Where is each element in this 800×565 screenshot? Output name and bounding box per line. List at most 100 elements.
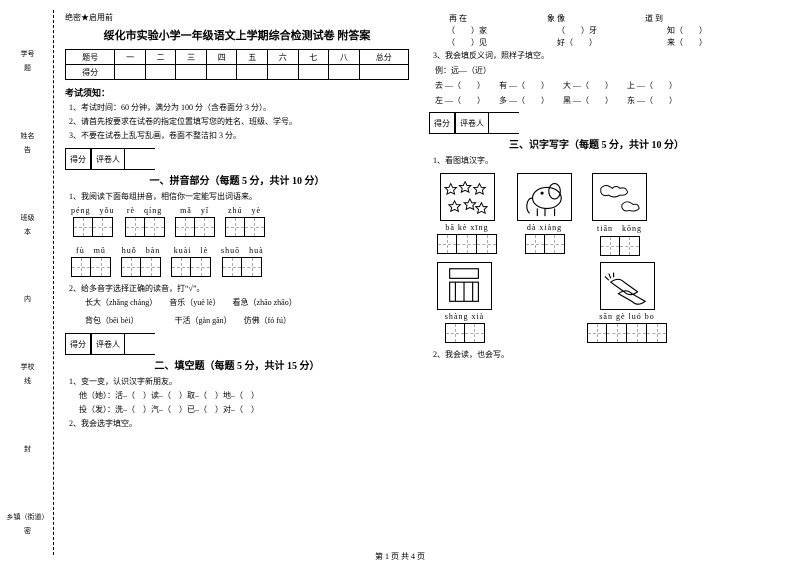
notice-head: 考试须知： [65, 86, 409, 99]
blank: 东 —（ ） [627, 95, 677, 106]
side-group: 学校 线 [21, 362, 35, 386]
elephant-icon [517, 173, 572, 221]
cell: 题号 [66, 50, 115, 65]
side-group: 内 [24, 294, 31, 304]
pinyin-label: kuài lè [174, 245, 209, 256]
image-row: bā kè xīng dà xiàng tiān kōng [437, 173, 773, 256]
score-label: 得分 [65, 334, 91, 354]
side-label: 学校 [21, 362, 35, 372]
side-label: 学号 [21, 49, 35, 59]
side-mark: 线 [24, 376, 31, 386]
cell: 七 [298, 50, 329, 65]
pinyin-row: fù mǔhuǒ bànkuài lèshuō huà [71, 245, 409, 277]
cell: 一 [115, 50, 146, 65]
left-column: 绝密★启用前 绥化市实验小学一年级语文上学期综合检测试卷 附答案 题号 一 二 … [57, 0, 417, 565]
side-label: 班级 [21, 213, 35, 223]
option-line: 背包（bēi bèi） 干活（gàn gān） 仿佛（fó fú） [85, 315, 409, 327]
image-cell: dà xiàng [517, 173, 572, 256]
blank: 多 —（ ） [499, 95, 549, 106]
blank: 去 —（ ） [435, 80, 485, 91]
option-line: 长大（zhǎng cháng） 音乐（yuè lè） 看急（zhāo zhāo） [85, 297, 409, 309]
tianzi-pair [71, 257, 111, 277]
tianzi-pair [222, 257, 262, 277]
question-text: 1、看图填汉字。 [433, 155, 773, 167]
binding-sidebar: 学号 题 姓名 告 班级 本 内 学校 线 封 乡镇（街道） 密 [0, 0, 55, 565]
side-mark: 封 [24, 444, 31, 454]
pinyin-label: fù mǔ [76, 245, 106, 256]
section-title: 二、填空题（每题 5 分，共计 15 分） [65, 357, 409, 372]
reviewer-label: 评卷人 [455, 113, 489, 133]
table-row: 得分 [66, 65, 409, 80]
question-text: 1、我阅读下面每组拼音，相信你一定能写出词语来。 [69, 191, 409, 203]
reviewer-label: 评卷人 [91, 149, 125, 169]
question-text: 2、我会读，也会写。 [433, 349, 773, 361]
cell: 五 [237, 50, 268, 65]
side-group: 乡镇（街道） 密 [7, 512, 49, 536]
pinyin-label: bā kè xīng [445, 223, 488, 232]
blank: 上 —（ ） [627, 80, 677, 91]
score-table: 题号 一 二 三 四 五 六 七 八 总分 得分 [65, 49, 409, 80]
tianzi-group [525, 234, 565, 254]
tianzi-pair [121, 257, 161, 277]
blank: 来（ ） [667, 37, 707, 48]
carrot-icon [600, 262, 655, 310]
tianzi-group [445, 323, 485, 343]
tianzi-pair [171, 257, 211, 277]
fill-row: 去 —（ ） 有 —（ ） 大 —（ ） 上 —（ ） [435, 80, 773, 91]
blank: （ ）牙 [557, 25, 597, 36]
side-mark: 告 [24, 145, 31, 155]
sky-icon [592, 173, 647, 221]
score-box: 得分 评卷人 [429, 112, 519, 134]
blank: （ ）家 [447, 25, 487, 36]
fill-line: 他（她）：活–（ ）读–（ ）取–（ ）地–（ ） [79, 390, 409, 402]
pinyin-cell: fù mǔ [71, 245, 111, 277]
score-box: 得分 评卷人 [65, 333, 155, 355]
notice-line: 3、不要在试卷上乱写乱画，卷面不整洁扣 3 分。 [69, 130, 409, 142]
cell: 六 [267, 50, 298, 65]
page-footer: 第 1 页 共 4 页 [0, 551, 800, 562]
right-column: 再 在 象 像 道 到 （ ）家 （ ）牙 知（ ） （ ）见 好（ ） 来（ … [421, 0, 781, 565]
blank-row: （ ）见 好（ ） 来（ ） [447, 37, 773, 48]
side-group: 封 [24, 444, 31, 454]
tianzi-group [437, 234, 497, 254]
question-text: 2、给多音字选择正确的读音，打“√”。 [69, 283, 409, 295]
pinyin-label: tiān kōng [597, 223, 642, 234]
example-line: 例：远—（近） [435, 65, 773, 76]
pinyin-label: rè qíng [127, 205, 162, 216]
side-mark: 密 [24, 526, 31, 536]
cell: 八 [329, 50, 360, 65]
word-pairs: 再 在 象 像 道 到 [449, 13, 773, 24]
pinyin-cell: rè qíng [125, 205, 165, 237]
fill-row: 左 —（ ） 多 —（ ） 黑 —（ ） 东 —（ ） [435, 95, 773, 106]
blank-row: （ ）家 （ ）牙 知（ ） [447, 25, 773, 36]
pinyin-label: péng yǒu [71, 205, 115, 216]
side-group: 姓名 告 [21, 131, 35, 155]
section-title: 一、拼音部分（每题 5 分，共计 10 分） [65, 172, 409, 187]
pinyin-cell: kuài lè [171, 245, 211, 277]
pinyin-cell: péng yǒu [71, 205, 115, 237]
blank: 知（ ） [667, 25, 707, 36]
score-box: 得分 评卷人 [65, 148, 155, 170]
pinyin-label: dà xiàng [527, 223, 562, 232]
image-cell: shàng xià [437, 262, 492, 343]
image-cell: sān gè luó bo [587, 262, 667, 343]
tianzi-pair [73, 217, 113, 237]
side-group: 班级 本 [21, 213, 35, 237]
cell: 四 [206, 50, 237, 65]
reviewer-label: 评卷人 [91, 334, 125, 354]
cell: 二 [145, 50, 176, 65]
cell: 得分 [66, 65, 115, 80]
cell: 三 [176, 50, 207, 65]
pinyin-label: zhú yè [228, 205, 261, 216]
notice-line: 2、请首先按要求在试卷的指定位置填写您的姓名、班级、学号。 [69, 116, 409, 128]
blank: 左 —（ ） [435, 95, 485, 106]
side-label: 乡镇（街道） [7, 512, 49, 522]
secret-label: 绝密★启用前 [65, 12, 409, 23]
tianzi-pair [225, 217, 265, 237]
pair: 象 像 [547, 13, 565, 24]
side-mark: 本 [24, 227, 31, 237]
score-label: 得分 [65, 149, 91, 169]
image-row: shàng xià x sān gè luó bo [437, 262, 773, 343]
blank: 黑 —（ ） [563, 95, 613, 106]
side-group: 学号 题 [21, 49, 35, 73]
